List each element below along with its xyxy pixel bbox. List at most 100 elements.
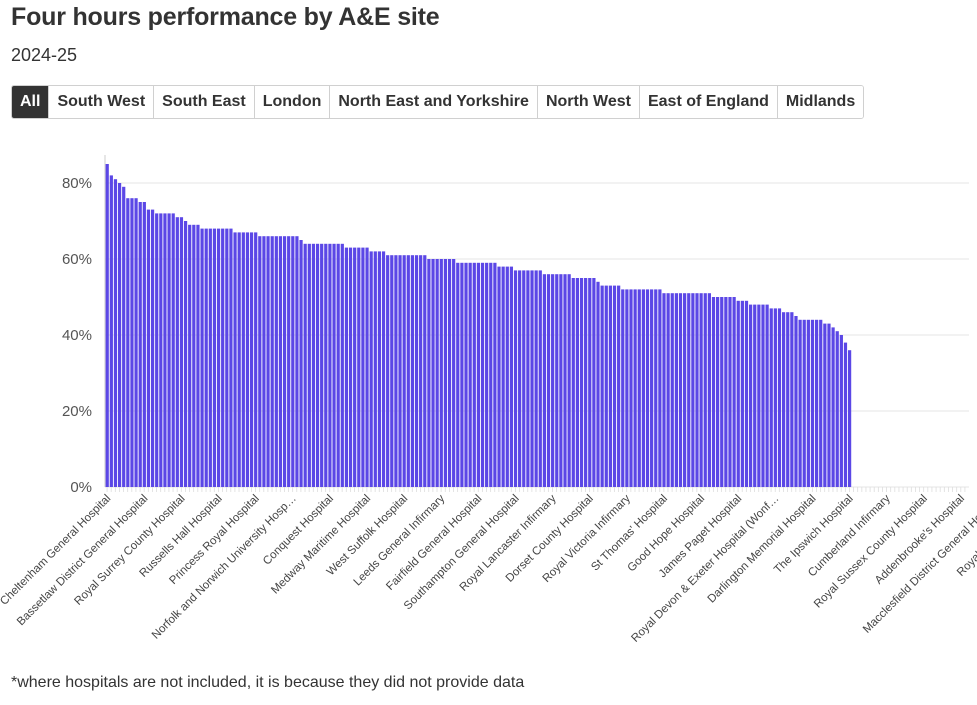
bar[interactable] <box>266 236 270 487</box>
bar[interactable] <box>171 213 175 487</box>
bar[interactable] <box>258 236 262 487</box>
bar[interactable] <box>414 255 419 487</box>
bar[interactable] <box>654 289 658 487</box>
bar[interactable] <box>823 323 827 487</box>
bar[interactable] <box>724 297 728 487</box>
bar[interactable] <box>163 213 167 487</box>
bar[interactable] <box>406 255 410 487</box>
bar[interactable] <box>753 304 757 487</box>
bar[interactable] <box>340 243 344 487</box>
bar[interactable] <box>707 293 711 487</box>
bar[interactable] <box>513 270 518 487</box>
bar[interactable] <box>291 236 295 487</box>
bar[interactable] <box>460 262 464 487</box>
bar[interactable] <box>551 274 555 487</box>
bar[interactable] <box>757 304 761 487</box>
bar[interactable] <box>431 259 435 487</box>
bar[interactable] <box>282 236 287 487</box>
bar[interactable] <box>229 228 233 487</box>
bar[interactable] <box>274 236 278 487</box>
tab-east-of-england[interactable]: East of England <box>638 86 777 118</box>
bar[interactable] <box>617 285 621 487</box>
bar[interactable] <box>678 293 683 487</box>
bar[interactable] <box>303 243 307 487</box>
bar[interactable] <box>472 262 476 487</box>
bar[interactable] <box>827 323 831 487</box>
bar[interactable] <box>332 243 336 487</box>
bar[interactable] <box>480 262 485 487</box>
bar[interactable] <box>600 285 604 487</box>
bar[interactable] <box>761 304 765 487</box>
bar[interactable] <box>790 312 794 487</box>
bar[interactable] <box>423 255 427 487</box>
bar[interactable] <box>633 289 637 487</box>
bar[interactable] <box>835 331 839 487</box>
bar[interactable] <box>489 262 493 487</box>
bar[interactable] <box>695 293 699 487</box>
bar[interactable] <box>175 217 179 487</box>
bar[interactable] <box>711 297 716 487</box>
bar[interactable] <box>501 266 505 487</box>
bar[interactable] <box>810 319 815 487</box>
bar[interactable] <box>348 247 353 487</box>
bar[interactable] <box>435 259 439 487</box>
bar[interactable] <box>299 240 303 487</box>
bar[interactable] <box>237 232 241 487</box>
bar[interactable] <box>674 293 678 487</box>
tab-south-east[interactable]: South East <box>153 86 254 118</box>
bar[interactable] <box>687 293 691 487</box>
bar[interactable] <box>357 247 361 487</box>
bar[interactable] <box>167 213 171 487</box>
bar[interactable] <box>196 224 200 488</box>
bar[interactable] <box>377 251 382 487</box>
bar[interactable] <box>122 186 126 488</box>
bar[interactable] <box>604 285 608 487</box>
bar[interactable] <box>245 232 250 487</box>
bar[interactable] <box>270 236 274 487</box>
bar[interactable] <box>542 274 547 487</box>
tab-north-west[interactable]: North West <box>536 86 639 118</box>
bar[interactable] <box>439 259 443 487</box>
bar[interactable] <box>518 270 522 487</box>
bar[interactable] <box>612 285 617 487</box>
bar[interactable] <box>497 266 501 487</box>
bar[interactable] <box>427 259 431 487</box>
bar[interactable] <box>749 304 753 487</box>
bar[interactable] <box>555 274 559 487</box>
bar[interactable] <box>361 247 365 487</box>
bar[interactable] <box>584 278 588 487</box>
bar[interactable] <box>464 262 468 487</box>
bar[interactable] <box>126 198 130 487</box>
tab-south-west[interactable]: South West <box>48 86 154 118</box>
bar[interactable] <box>394 255 398 487</box>
bar[interactable] <box>691 293 695 487</box>
bar[interactable] <box>563 274 567 487</box>
bar[interactable] <box>204 228 208 487</box>
bar[interactable] <box>509 266 514 487</box>
bar[interactable] <box>373 251 377 487</box>
bar[interactable] <box>662 293 666 487</box>
bar[interactable] <box>390 255 394 487</box>
tab-london[interactable]: London <box>253 86 330 118</box>
bar[interactable] <box>192 224 196 488</box>
bar[interactable] <box>353 247 357 487</box>
bar[interactable] <box>666 293 670 487</box>
bar[interactable] <box>641 289 645 487</box>
bar[interactable] <box>740 300 744 487</box>
bar[interactable] <box>324 243 328 487</box>
bar[interactable] <box>559 274 563 487</box>
bar[interactable] <box>802 319 806 487</box>
bar[interactable] <box>505 266 509 487</box>
bar[interactable] <box>221 228 225 487</box>
bar[interactable] <box>254 232 258 487</box>
bar[interactable] <box>526 270 530 487</box>
bar[interactable] <box>468 262 472 487</box>
bar[interactable] <box>262 236 266 487</box>
bar[interactable] <box>806 319 810 487</box>
bar[interactable] <box>839 335 843 487</box>
bar[interactable] <box>777 308 782 487</box>
bar[interactable] <box>113 179 118 487</box>
bar[interactable] <box>530 270 534 487</box>
bar[interactable] <box>819 319 823 487</box>
bar[interactable] <box>831 327 835 487</box>
